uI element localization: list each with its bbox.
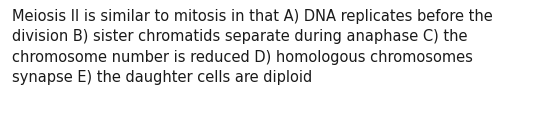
Text: Meiosis II is similar to mitosis in that A) DNA replicates before the
division B: Meiosis II is similar to mitosis in that… — [12, 9, 493, 85]
